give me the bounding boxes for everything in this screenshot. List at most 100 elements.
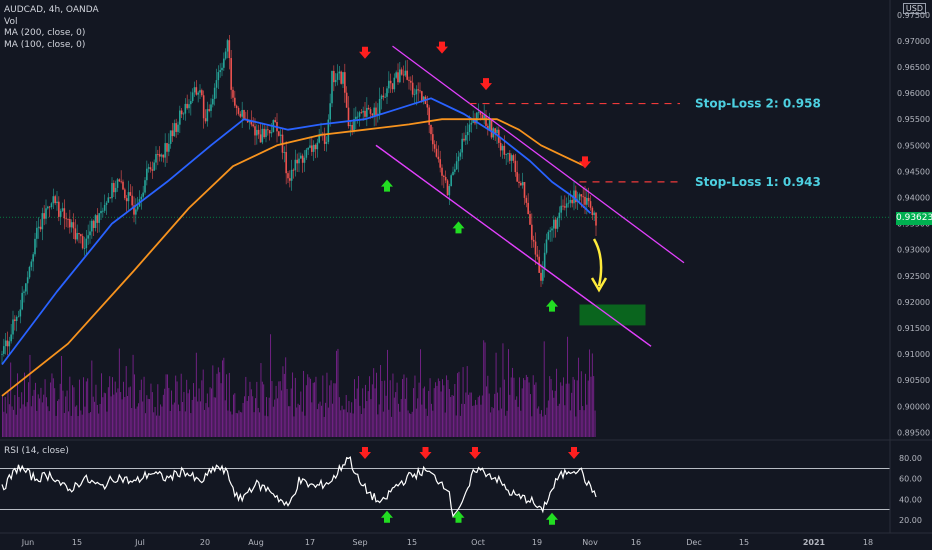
candle-body — [391, 83, 394, 90]
volume-bar — [43, 394, 45, 437]
volume-bar — [88, 413, 90, 437]
candle-body — [457, 156, 460, 162]
volume-bar — [249, 381, 251, 437]
price-tick-label: 0.92000 — [897, 298, 930, 307]
ma100-line — [1, 97, 592, 366]
volume-bar — [202, 369, 204, 437]
candle-body — [47, 206, 49, 209]
candle-body — [536, 254, 539, 257]
volume-bar — [109, 376, 111, 437]
volume-bar — [286, 388, 288, 437]
candle-body — [510, 155, 513, 161]
volume-bar — [69, 376, 71, 437]
candle-body — [468, 124, 471, 132]
volume-bar — [565, 383, 567, 437]
volume-bar — [477, 397, 479, 437]
time-tick-label: 15 — [72, 538, 82, 547]
volume-bar — [587, 380, 589, 437]
candle-body — [188, 104, 190, 109]
volume-bar — [594, 410, 596, 437]
candle-body — [444, 177, 447, 181]
rsi-tick-label: 60.00 — [899, 475, 922, 484]
candle-body — [285, 152, 287, 174]
volume-bar — [150, 383, 152, 437]
candle-body — [131, 195, 133, 206]
candle-body — [109, 197, 111, 199]
volume-bar — [458, 371, 460, 437]
volume-bar — [179, 411, 181, 437]
volume-bar — [48, 411, 50, 437]
volume-bar — [114, 381, 116, 437]
volume-bar — [466, 366, 468, 437]
currency-label[interactable]: USD — [902, 3, 926, 14]
volume-bar — [162, 394, 164, 437]
volume-bar — [90, 412, 91, 437]
candle-body — [556, 217, 559, 229]
volume-bar — [552, 390, 553, 437]
volume-bar — [106, 411, 108, 437]
volume-bar — [37, 394, 39, 437]
candle-body — [116, 179, 119, 188]
candle-body — [283, 152, 286, 153]
candle-body — [274, 120, 276, 123]
rsi-label[interactable]: RSI (14, close) — [4, 446, 69, 456]
volume-bar — [39, 398, 41, 437]
volume-bar — [316, 409, 318, 437]
candle-body — [503, 145, 506, 155]
candle-body — [448, 186, 451, 196]
vol-label[interactable]: Vol — [4, 16, 18, 27]
candle-body — [589, 201, 592, 208]
volume-bar — [47, 406, 49, 437]
candle-body — [190, 101, 192, 105]
volume-bar — [591, 353, 593, 437]
volume-bar — [153, 412, 155, 437]
time-tick-label: Dec — [686, 538, 701, 547]
candle-body — [32, 254, 34, 262]
candle-body — [212, 98, 214, 105]
volume-bar — [248, 396, 250, 437]
candle-body — [54, 196, 56, 204]
volume-bar — [543, 341, 545, 437]
volume-bar — [564, 405, 566, 437]
volume-bar — [444, 412, 446, 437]
ma200-label[interactable]: MA (200, close, 0) — [4, 28, 86, 38]
volume-bar — [395, 392, 397, 437]
candle-body — [338, 71, 341, 74]
price-panel — [0, 35, 890, 365]
volume-bar — [288, 406, 289, 437]
volume-bar — [57, 400, 58, 437]
candle-body — [250, 120, 253, 125]
candle-body — [397, 72, 399, 83]
volume-bar — [571, 392, 573, 437]
symbol-label[interactable]: AUDCAD, 4h, OANDA — [4, 5, 99, 15]
volume-bar — [356, 388, 358, 437]
candle-body — [382, 95, 385, 98]
volume-bar — [424, 386, 426, 437]
volume-bar — [508, 349, 509, 437]
volume-bar — [398, 403, 399, 437]
candle-body — [193, 87, 196, 93]
candle-body — [532, 239, 535, 242]
volume-bar — [7, 390, 9, 437]
ma100-label[interactable]: MA (100, close, 0) — [4, 39, 86, 50]
candle-body — [125, 198, 128, 202]
candle-body — [470, 122, 473, 125]
volume-bar — [121, 399, 123, 437]
volume-bar — [123, 381, 124, 437]
volume-bar — [360, 414, 362, 437]
volume-bar — [498, 410, 500, 437]
volume-bar — [234, 393, 236, 437]
candle-body — [114, 187, 117, 193]
candle-body — [410, 80, 412, 83]
candle-body — [466, 131, 469, 136]
candle-body — [158, 154, 161, 157]
candle-body — [547, 231, 550, 240]
candle-body — [542, 269, 544, 281]
volume-bar — [382, 411, 384, 437]
volume-bar — [241, 412, 243, 437]
candle-body — [118, 179, 121, 182]
candle-body — [133, 205, 135, 215]
volume-bar — [41, 402, 43, 437]
candle-body — [59, 210, 62, 217]
